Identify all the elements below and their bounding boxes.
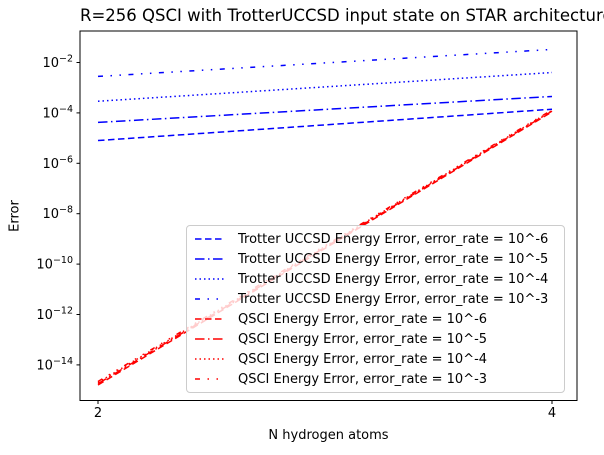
legend-sample-line bbox=[195, 238, 225, 240]
legend-row-label: QSCI Energy Error, error_rate = 10^-5 bbox=[238, 331, 488, 347]
y-tick-label: 10−12 bbox=[36, 306, 73, 324]
legend-row: Trotter UCCSD Energy Error, error_rate =… bbox=[195, 289, 556, 309]
y-axis-label: Error bbox=[7, 200, 23, 232]
legend-row-label: Trotter UCCSD Energy Error, error_rate =… bbox=[238, 291, 549, 307]
series-line bbox=[97, 109, 553, 383]
series-line bbox=[97, 71, 553, 102]
legend-sample-line bbox=[195, 318, 225, 320]
legend-row-label: QSCI Energy Error, error_rate = 10^-6 bbox=[238, 311, 488, 327]
x-tick-label: 4 bbox=[548, 406, 556, 421]
y-tick-label: 10−4 bbox=[42, 104, 73, 122]
legend-row: QSCI Energy Error, error_rate = 10^-5 bbox=[195, 329, 556, 349]
legend-sample-line bbox=[195, 338, 225, 340]
x-tick-label: 2 bbox=[94, 406, 102, 421]
series-line bbox=[97, 95, 553, 124]
y-tick-label: 10−2 bbox=[42, 54, 73, 72]
legend-sample-line bbox=[195, 278, 225, 280]
series-line bbox=[97, 108, 553, 142]
series-line bbox=[97, 48, 553, 78]
x-axis-label: N hydrogen atoms bbox=[268, 428, 389, 443]
legend-sample-line bbox=[195, 378, 225, 380]
series-line bbox=[97, 110, 553, 385]
y-tick-label: 10−14 bbox=[36, 356, 73, 374]
legend-row-label: QSCI Energy Error, error_rate = 10^-3 bbox=[238, 371, 488, 387]
legend-row-label: QSCI Energy Error, error_rate = 10^-4 bbox=[238, 351, 488, 367]
legend: Trotter UCCSD Energy Error, error_rate =… bbox=[186, 225, 565, 393]
y-tick-label: 10−8 bbox=[42, 205, 73, 223]
legend-sample-line bbox=[195, 358, 225, 360]
legend-sample-line bbox=[195, 258, 225, 260]
legend-row: QSCI Energy Error, error_rate = 10^-4 bbox=[195, 349, 556, 369]
legend-row: Trotter UCCSD Energy Error, error_rate =… bbox=[195, 269, 556, 289]
y-tick-label: 10−6 bbox=[42, 154, 73, 172]
legend-row: QSCI Energy Error, error_rate = 10^-6 bbox=[195, 309, 556, 329]
legend-row-label: Trotter UCCSD Energy Error, error_rate =… bbox=[238, 231, 549, 247]
y-tick-label: 10−10 bbox=[36, 255, 73, 273]
legend-row-label: Trotter UCCSD Energy Error, error_rate =… bbox=[238, 251, 549, 267]
legend-row-label: Trotter UCCSD Energy Error, error_rate =… bbox=[238, 271, 549, 287]
legend-row: Trotter UCCSD Energy Error, error_rate =… bbox=[195, 229, 556, 249]
legend-sample-line bbox=[195, 298, 225, 300]
legend-row: QSCI Energy Error, error_rate = 10^-3 bbox=[195, 369, 556, 389]
legend-row: Trotter UCCSD Energy Error, error_rate =… bbox=[195, 249, 556, 269]
chart-title: R=256 QSCI with TrotterUCCSD input state… bbox=[80, 6, 604, 25]
